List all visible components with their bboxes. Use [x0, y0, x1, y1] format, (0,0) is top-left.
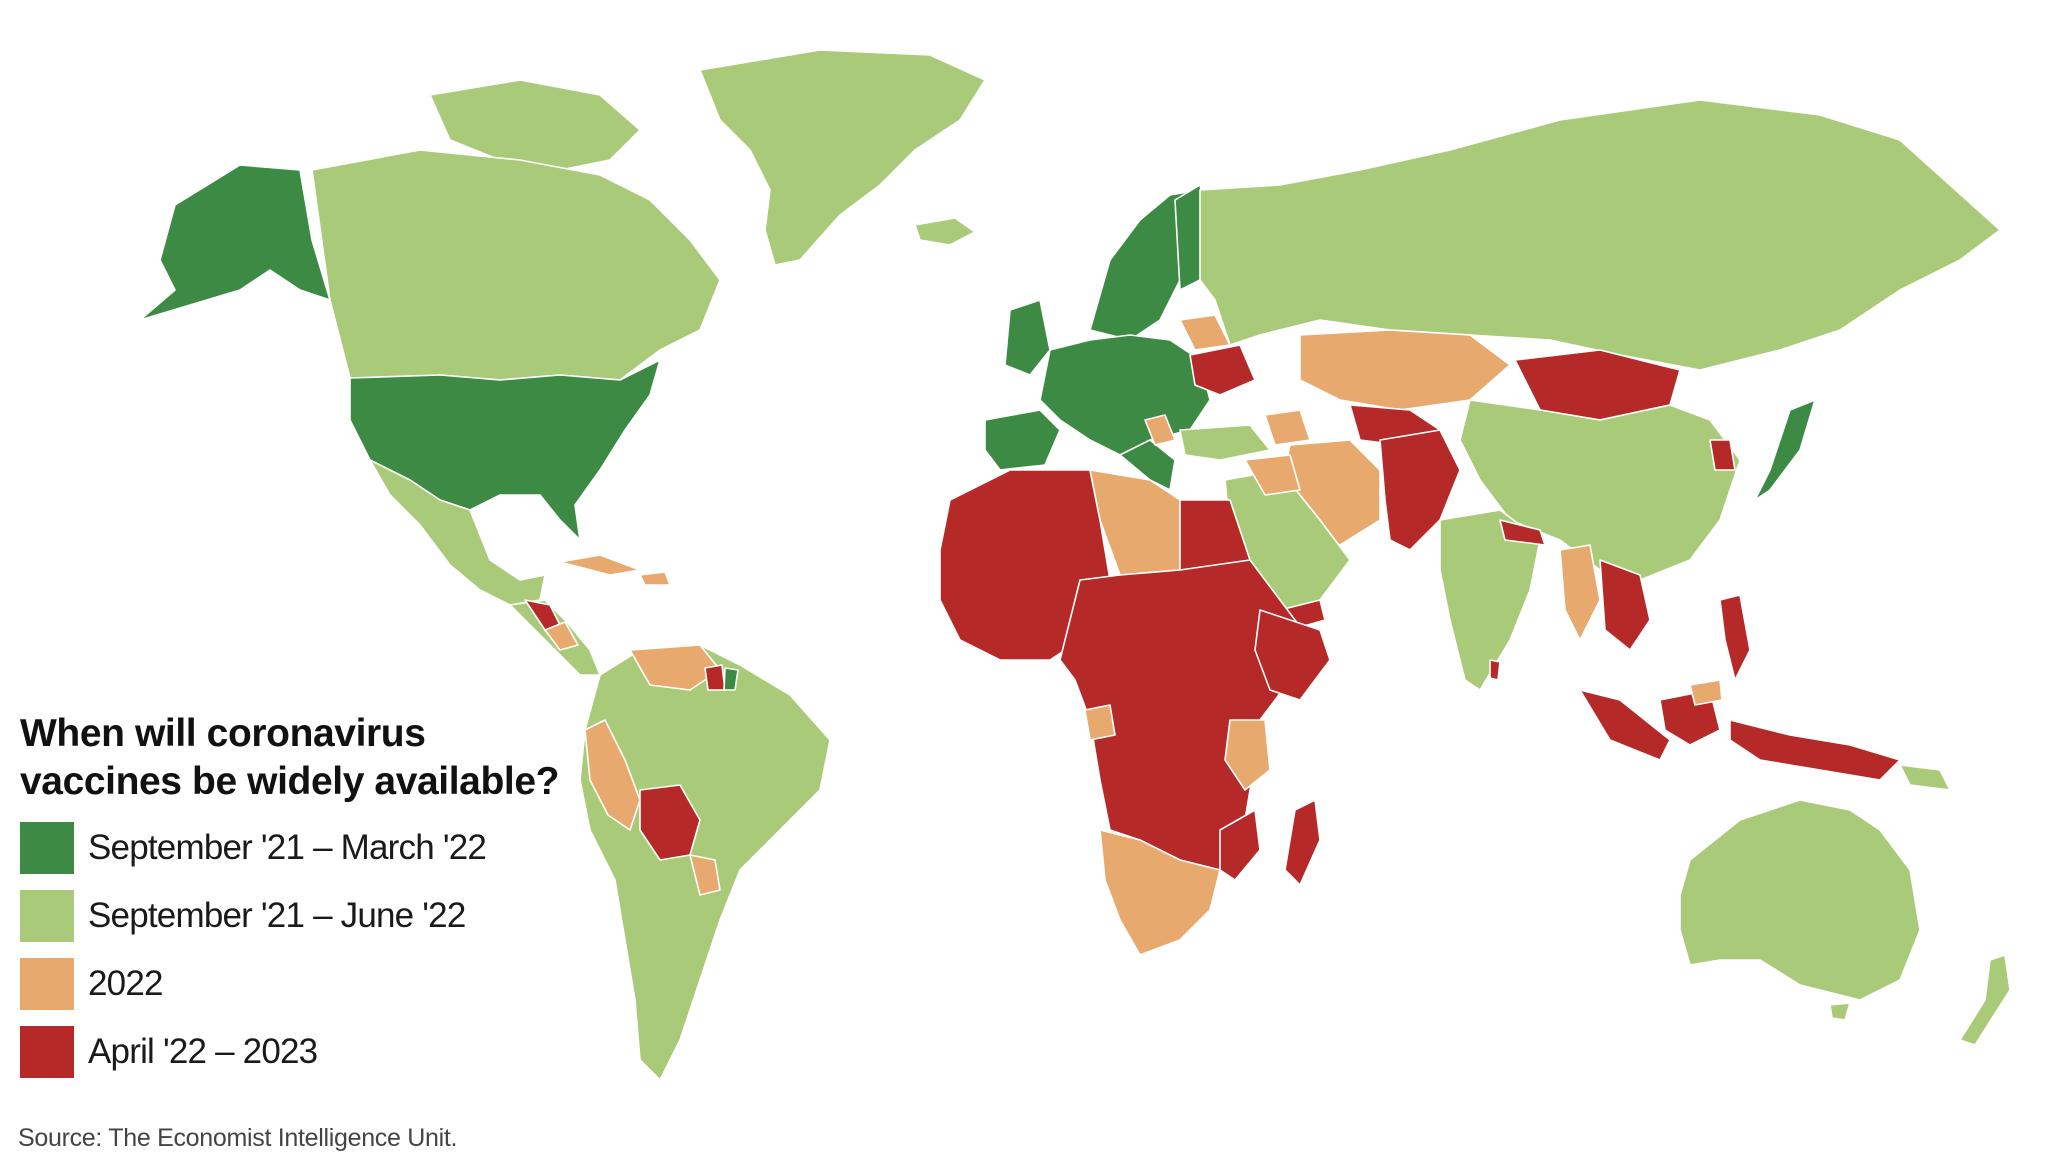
angola-orange	[1084, 704, 1116, 741]
turkey	[1179, 424, 1271, 461]
russia	[1199, 99, 2001, 371]
iceland	[914, 217, 976, 246]
venezuela-guyana	[629, 644, 721, 691]
china	[1459, 399, 1741, 581]
legend-swatch	[20, 958, 74, 1010]
greenland	[699, 49, 986, 266]
legend-title-line1: When will coronavirus	[20, 712, 426, 755]
ukraine	[1189, 344, 1256, 396]
horn-of-africa	[1254, 609, 1331, 701]
tasmania	[1829, 1002, 1851, 1021]
arctic-islands	[429, 79, 641, 171]
caucasus-orange	[1264, 409, 1311, 446]
paraguay	[689, 854, 721, 896]
malaysia	[1689, 679, 1723, 706]
new-zealand	[1959, 954, 2011, 1046]
korea	[1709, 439, 1736, 471]
indonesia-west	[1579, 689, 1671, 761]
peru-ecuador	[584, 719, 641, 831]
legend-label: September '21 – June '22	[88, 896, 466, 935]
suriname	[704, 664, 726, 691]
legend-title: When will coronavirus vaccines be widely…	[20, 710, 559, 806]
hispaniola	[639, 571, 671, 586]
mexico	[369, 459, 546, 606]
uk-ireland	[1004, 299, 1051, 376]
legend-title-line2: vaccines be widely available?	[20, 760, 560, 803]
legend-item: September '21 – June '22	[20, 888, 559, 944]
legend-swatch	[20, 822, 74, 874]
indochina	[1599, 559, 1651, 651]
southern-africa	[1099, 829, 1221, 956]
legend-item: September '21 – March '22	[20, 820, 559, 876]
japan	[1754, 399, 1816, 501]
madagascar	[1284, 799, 1321, 886]
myanmar	[1559, 544, 1601, 641]
countries	[139, 49, 2011, 1081]
papua-new-guinea	[1899, 764, 1951, 791]
mozambique	[1219, 809, 1261, 881]
canada	[311, 149, 721, 381]
italy-balkans	[1119, 439, 1176, 491]
sri-lanka	[1489, 659, 1501, 681]
tanzania-kenya-orange	[1224, 719, 1271, 791]
balkans-orange	[1144, 414, 1176, 446]
philippines	[1719, 594, 1751, 681]
australia	[1679, 799, 1921, 1001]
indonesia-east	[1729, 719, 1901, 781]
kazakhstan	[1299, 329, 1511, 411]
united-states	[349, 359, 661, 541]
central-america-orange	[544, 621, 579, 651]
syria-iraq	[1244, 454, 1301, 496]
map-legend: When will coronavirus vaccines be widely…	[20, 710, 559, 1092]
alaska	[139, 164, 331, 321]
legend-label: April '22 – 2023	[88, 1032, 318, 1071]
iberia	[984, 409, 1061, 471]
legend-label: 2022	[88, 964, 163, 1003]
legend-label: September '21 – March '22	[88, 828, 487, 867]
legend-swatch	[20, 890, 74, 942]
legend-item: April '22 – 2023	[20, 1024, 559, 1080]
french-guiana	[723, 667, 739, 691]
legend-item: 2022	[20, 956, 559, 1012]
nepal-bangladesh	[1499, 519, 1546, 546]
source-note: Source: The Economist Intelligence Unit.	[18, 1124, 458, 1152]
legend-swatch	[20, 1026, 74, 1078]
cuba	[559, 554, 641, 576]
